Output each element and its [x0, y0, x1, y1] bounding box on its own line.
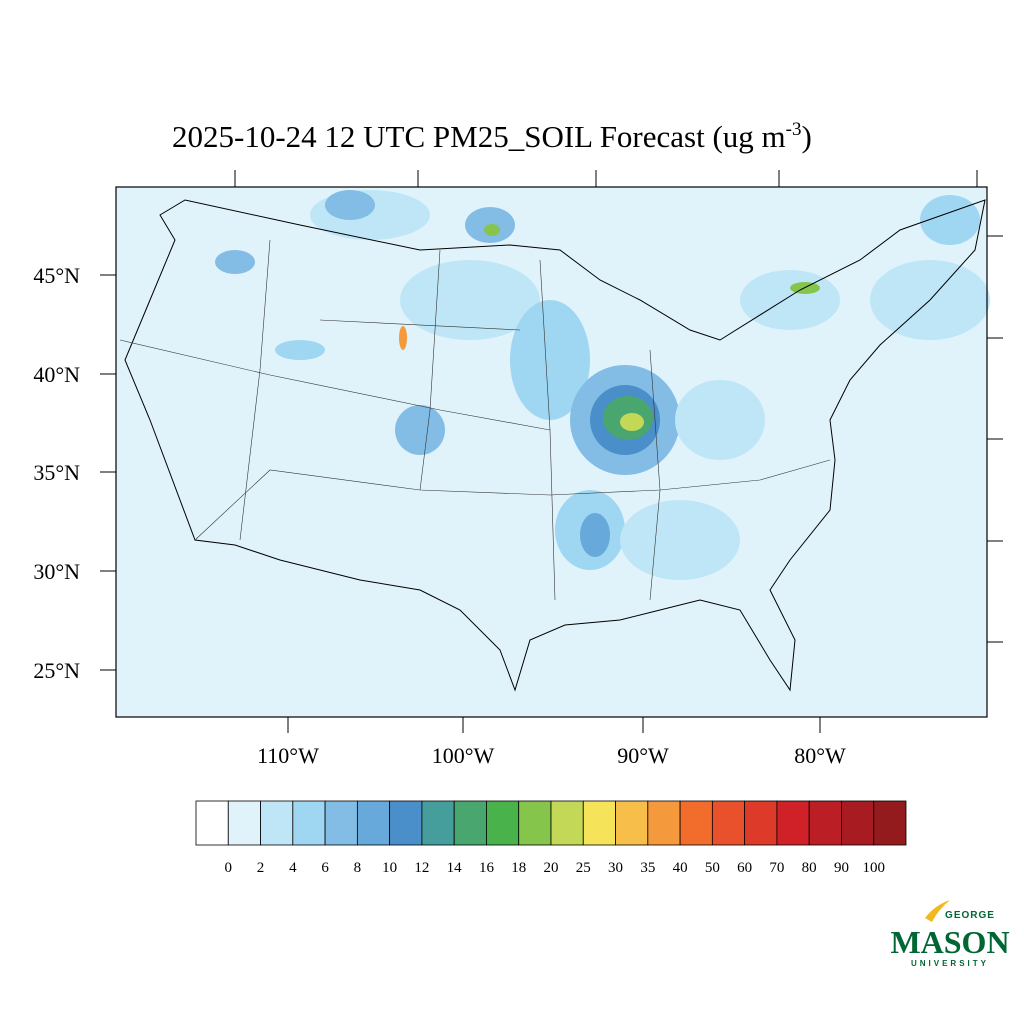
colorbar-box: [486, 800, 520, 846]
title-sup: -3: [786, 119, 802, 140]
colorbar-label: 12: [414, 860, 429, 876]
colorbar-label: 80: [802, 860, 817, 876]
colorbar-label: 25: [576, 860, 591, 876]
colorbar-label: 30: [608, 860, 623, 876]
logo-bottom: UNIVERSITY: [911, 959, 989, 968]
colorbar-label: 4: [289, 860, 297, 876]
map-background: [116, 187, 987, 717]
colorbar-box: [873, 800, 907, 846]
colorbar-label: 18: [511, 860, 526, 876]
colorbar-label: 10: [382, 860, 397, 876]
lat-label: 40°N: [33, 362, 80, 387]
lon-labels: 110°W 100°W 90°W 80°W: [257, 743, 846, 768]
colorbar-box: [421, 800, 455, 846]
colorbar-box: [389, 800, 423, 846]
lat-label: 35°N: [33, 460, 80, 485]
colorbar-box: [647, 800, 681, 846]
state-borders: [119, 239, 831, 601]
frame-ticks: [100, 170, 1003, 733]
colorbar-box: [292, 800, 326, 846]
colorbar-label: 50: [705, 860, 720, 876]
map-frame: [115, 186, 988, 718]
lat-label: 30°N: [33, 559, 80, 584]
lat-label: 25°N: [33, 658, 80, 683]
colorbar-label: 0: [225, 860, 233, 876]
map: [100, 170, 1003, 733]
title-main: 2025-10-24 12 UTC PM25_SOIL Forecast (ug…: [172, 119, 786, 154]
colorbar-box: [227, 800, 261, 846]
colorbar-label: 100: [862, 860, 885, 876]
logo-top: GEORGE: [945, 910, 995, 921]
colorbar-box: [711, 800, 746, 846]
lon-label: 80°W: [794, 743, 846, 768]
colorbar-box: [841, 800, 875, 846]
colorbar-box: [615, 800, 649, 846]
lon-label: 110°W: [257, 743, 319, 768]
title: 2025-10-24 12 UTC PM25_SOIL Forecast (ug…: [172, 119, 812, 154]
colorbar-label: 20: [544, 860, 559, 876]
colorbar-box: [324, 800, 358, 846]
colorbar-box: [582, 800, 616, 846]
coastline: [124, 199, 986, 692]
lat-labels: 45°N 40°N 35°N 30°N 25°N: [33, 263, 80, 683]
colorbar-box: [518, 800, 552, 846]
concentration-field: [215, 190, 990, 580]
colorbar-label: 14: [447, 860, 463, 876]
colorbar-label: 90: [834, 860, 849, 876]
colorbar-label: 6: [321, 860, 329, 876]
colorbar-label: 2: [257, 860, 265, 876]
colorbar-box: [356, 800, 391, 846]
colorbar-label: 70: [769, 860, 784, 876]
colorbar-box: [550, 800, 584, 846]
colorbar-label: 35: [640, 860, 655, 876]
title-close: ): [801, 119, 811, 154]
colorbar-box: [808, 800, 842, 846]
logo: GEORGE MASON UNIVERSITY: [890, 900, 1010, 968]
colorbar-label: 16: [479, 860, 495, 876]
lon-label: 100°W: [432, 743, 495, 768]
colorbar-box: [195, 800, 229, 846]
colorbar: 0 2 4 6 8 10 12 14 16 18 20 25 30 35 40 50 60 70 80 90 100: [195, 800, 907, 876]
colorbar-box: [744, 800, 778, 846]
lon-label: 90°W: [617, 743, 669, 768]
lat-label: 45°N: [33, 263, 80, 288]
colorbar-box: [260, 800, 294, 846]
logo-main: MASON: [890, 924, 1009, 960]
colorbar-label: 40: [673, 860, 688, 876]
colorbar-box: [776, 800, 810, 846]
colorbar-box: [453, 800, 487, 846]
colorbar-label: 60: [737, 860, 752, 876]
colorbar-label: 8: [354, 860, 362, 876]
colorbar-box: [679, 800, 713, 846]
